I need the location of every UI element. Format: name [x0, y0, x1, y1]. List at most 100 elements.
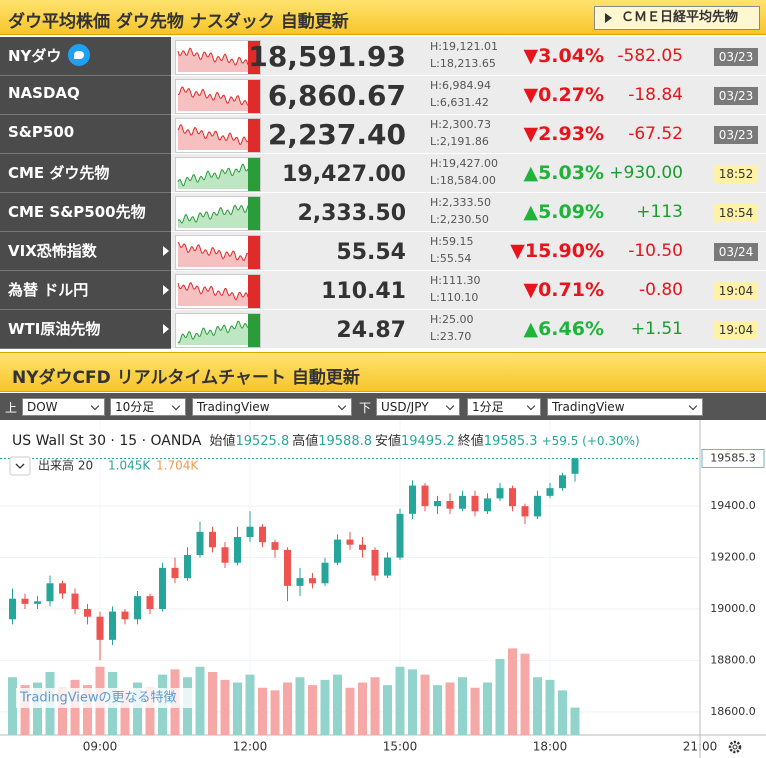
- volume-bar: [20, 685, 30, 735]
- price: 6,860.67: [267, 79, 406, 112]
- mini-area: [178, 164, 248, 189]
- mini-line: [177, 320, 249, 344]
- price: 19,427.00: [282, 162, 406, 187]
- twitter-bird: [74, 51, 84, 59]
- x-tick-label: 15:00: [383, 740, 418, 754]
- volume-bar: [333, 674, 342, 735]
- select[interactable]: TradingView: [192, 398, 352, 416]
- change: ▼0.71%: [523, 279, 604, 301]
- y-tick-label: 18600.0: [710, 705, 756, 718]
- chevron: [15, 463, 25, 469]
- time: 19:04: [714, 321, 758, 339]
- candle-body: [259, 526, 266, 543]
- candle-body: [309, 578, 316, 584]
- name-cell: WTI原油先物: [0, 310, 171, 349]
- volume-bar: [270, 690, 280, 735]
- row-arrow: [163, 246, 169, 256]
- diff: +1.51: [630, 319, 683, 339]
- mini-axis: [248, 41, 260, 74]
- candle-body: [359, 544, 366, 550]
- candlestick-chart: 18600.0 18800.0 19000.0 19200.0 19400.0 09:00…: [0, 420, 766, 758]
- row-name: CME S&P500先物: [8, 203, 146, 221]
- section-title: NYダウCFD リアルタイムチャート 自動更新: [12, 368, 360, 388]
- mini-axis: [248, 80, 260, 113]
- low: L:18,213.65: [430, 57, 496, 70]
- cme-button[interactable]: ＣＭＥ日経平均先物: [594, 6, 760, 30]
- candle-body: [59, 583, 66, 594]
- high: H:2,333.50: [430, 196, 491, 209]
- y-tick-label: 18800.0: [710, 653, 756, 666]
- mini-chart: [175, 313, 261, 348]
- ohlc-label: 安値: [375, 433, 401, 449]
- row-name: 為替 ドル円: [8, 281, 89, 299]
- mini-line: [177, 47, 249, 66]
- name-cell: 為替 ドル円: [0, 271, 171, 310]
- volume-bar: [408, 669, 417, 735]
- candle-body: [521, 506, 529, 517]
- quote-row: VIX恐怖指数 55.54 H:59.15 L:55.54 ▼15.90% -10.50 0…: [0, 232, 766, 271]
- volume-bar: [283, 682, 292, 735]
- volume-bar: [145, 687, 155, 735]
- low: L:18,584.00: [430, 174, 496, 187]
- high: H:25.00: [430, 313, 474, 326]
- row-name: CME ダウ先物: [8, 164, 110, 182]
- candle-body: [509, 488, 516, 507]
- mini-chart: [175, 157, 261, 192]
- candle-body: [209, 531, 216, 548]
- diff: -582.05: [617, 46, 683, 66]
- x-tick-label: 18:00: [533, 740, 568, 754]
- volume-bar: [33, 682, 42, 735]
- price: 2,237.40: [267, 118, 406, 151]
- promo-link: TradingViewの更なる特徴: [19, 691, 177, 706]
- volume-bar: [345, 687, 355, 735]
- quote-row: NYダウ 18,591.93 H:19,121.01 L:18,213.65 ▼3.04…: [0, 37, 766, 76]
- volume-bar: [495, 658, 505, 735]
- mini-area: [178, 124, 248, 150]
- mini-chart: [175, 79, 261, 114]
- promo-bg: [16, 688, 192, 708]
- volume-bar: [508, 648, 517, 735]
- ohlc-value: 19588.8: [318, 434, 372, 449]
- candle-body: [346, 539, 354, 545]
- mini-area: [178, 205, 248, 228]
- mini-area: [178, 321, 248, 345]
- high: H:19,427.00: [430, 157, 498, 170]
- candle-body: [9, 598, 16, 620]
- change: ▼15.90%: [510, 240, 604, 262]
- volume-bar: [133, 682, 142, 735]
- select[interactable]: 1分足: [467, 398, 541, 416]
- candle-body: [234, 537, 241, 563]
- select[interactable]: DOW: [22, 398, 105, 416]
- mini-axis: [248, 236, 260, 269]
- time: 18:52: [714, 165, 758, 183]
- collapse-button: [9, 456, 31, 476]
- name-cell: CME ダウ先物: [0, 154, 171, 193]
- ohlc-value: 19525.8: [235, 434, 289, 449]
- volume-bar: [558, 690, 567, 735]
- volume-bar: [220, 679, 230, 735]
- twitter-icon: [68, 44, 90, 66]
- y-tick-label: 19400.0: [710, 499, 756, 512]
- select[interactable]: TradingView: [547, 398, 703, 416]
- time: 19:04: [714, 282, 758, 300]
- mini-axis: [248, 119, 260, 152]
- row-name: WTI原油先物: [8, 320, 101, 338]
- candle-body: [334, 539, 341, 563]
- candle-body: [134, 596, 141, 620]
- row-arrow: [163, 285, 169, 295]
- candle-body: [421, 485, 429, 507]
- top-header: ダウ平均株価 ダウ先物 ナスダック 自動更新 ＣＭＥ日経平均先物: [0, 0, 766, 35]
- high: H:19,121.01: [430, 40, 498, 53]
- select[interactable]: USD/JPY: [376, 398, 460, 416]
- upper-label: 上: [5, 401, 18, 415]
- quote-row: CME S&P500先物 2,333.50 H:2,333.50 L:2,230.50…: [0, 193, 766, 232]
- volume-bar: [195, 666, 205, 735]
- settings-icon: [728, 740, 742, 754]
- settings-icon-hole: [732, 744, 738, 750]
- select[interactable]: 10分足: [110, 398, 186, 416]
- volume-bar: [83, 685, 92, 735]
- mini-chart: [175, 196, 261, 231]
- change: ▲6.46%: [523, 318, 604, 340]
- volume-bar: [570, 707, 580, 735]
- change: ▼2.93%: [523, 123, 604, 145]
